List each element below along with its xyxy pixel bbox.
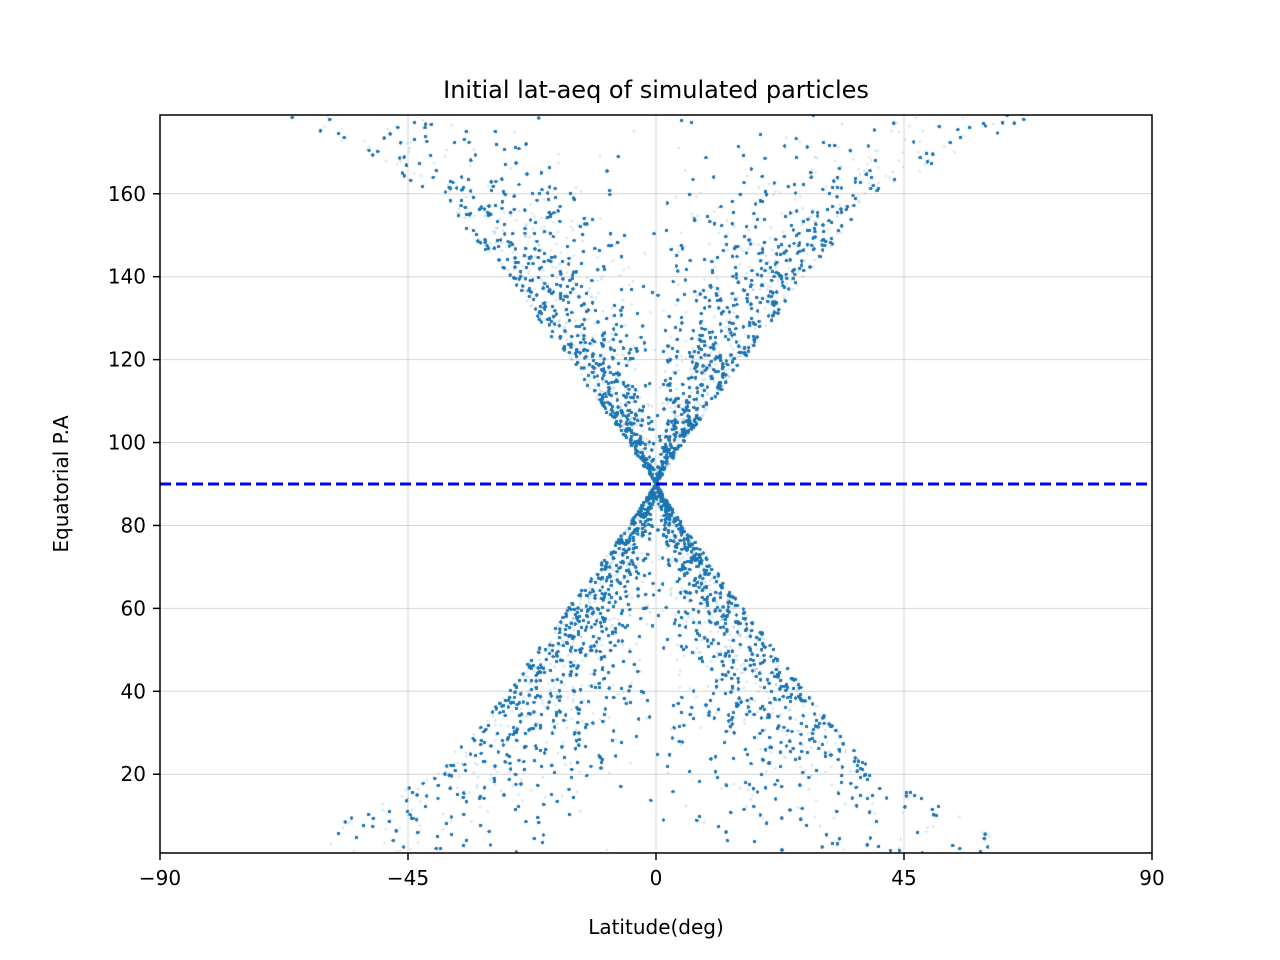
- x-tick-label: −90: [139, 866, 181, 890]
- y-axis-label: Equatorial P.A: [49, 415, 73, 553]
- y-tick-label: 100: [108, 431, 146, 455]
- x-tick-label: 45: [891, 866, 916, 890]
- chart-title: Initial lat-aeq of simulated particles: [443, 76, 869, 104]
- y-tick-label: 80: [121, 513, 146, 537]
- x-tick-label: 90: [1139, 866, 1164, 890]
- y-tick-label: 60: [121, 596, 146, 620]
- x-axis-label: Latitude(deg): [588, 915, 724, 939]
- x-axis: −90 −45 0 45 90: [139, 853, 1165, 890]
- y-tick-label: 40: [121, 679, 146, 703]
- x-tick-label: 0: [650, 866, 663, 890]
- y-tick-label: 20: [121, 762, 146, 786]
- y-axis: 20 40 60 80 100 120 140 160: [108, 182, 160, 786]
- y-tick-label: 120: [108, 348, 146, 372]
- y-tick-label: 160: [108, 182, 146, 206]
- x-tick-label: −45: [387, 866, 429, 890]
- y-tick-label: 140: [108, 265, 146, 289]
